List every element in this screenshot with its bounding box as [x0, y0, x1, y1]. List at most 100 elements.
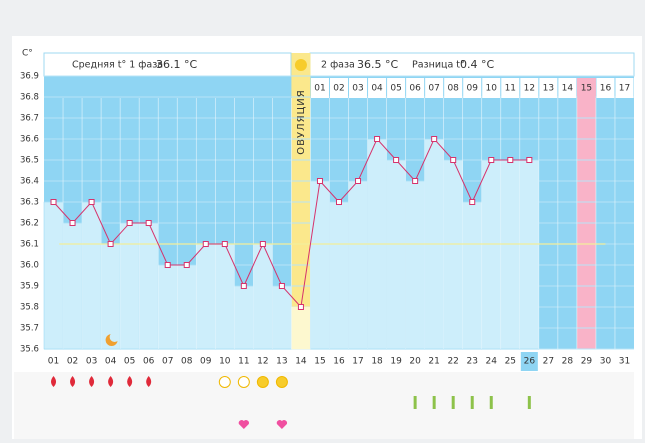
x-tick-label: 05 — [124, 357, 135, 367]
mucus-icon — [489, 396, 493, 409]
x-tick-label: 20 — [409, 357, 421, 367]
sun-icon — [294, 59, 307, 71]
point — [145, 220, 152, 226]
phase2-day: 11 — [505, 84, 516, 94]
mucus-icon — [527, 396, 531, 409]
phase2-day: 16 — [600, 84, 612, 94]
point — [221, 241, 228, 247]
drop-icon — [127, 376, 133, 387]
drop-icon — [146, 376, 152, 387]
x-tick-label: 19 — [390, 357, 402, 367]
bar — [405, 180, 425, 350]
x-tick-label: 28 — [562, 357, 574, 367]
phase2-day-cell — [425, 78, 444, 98]
y-tick-label: 36.7 — [20, 114, 39, 124]
x-tick-label: 30 — [600, 357, 612, 367]
phase2-day: 15 — [581, 84, 592, 94]
y-tick-label: 36.8 — [20, 93, 39, 103]
temperature-line — [53, 138, 530, 309]
y-tick-label: 36.3 — [20, 198, 39, 208]
x-tick-label: 10 — [219, 357, 231, 367]
point — [507, 157, 514, 163]
bar — [462, 201, 482, 350]
circle-icon — [237, 376, 250, 388]
y-tick-label: 35.6 — [20, 345, 39, 355]
point — [240, 283, 247, 289]
bar — [196, 243, 216, 350]
x-tick-label: 29 — [581, 357, 593, 367]
x-tick-label: 22 — [447, 357, 458, 367]
mucus-icon — [413, 396, 417, 409]
bar — [329, 201, 349, 350]
highlight-column — [576, 78, 596, 349]
point — [431, 136, 438, 142]
phase2-day: 05 — [390, 84, 401, 94]
y-tick-label: 36.0 — [20, 261, 39, 271]
bar — [443, 159, 463, 350]
y-tick-label: 36.2 — [20, 219, 39, 229]
circle-icon — [256, 376, 269, 388]
x-tick-label: 26 — [524, 357, 536, 367]
bar — [176, 264, 197, 350]
y-tick-label: 35.8 — [20, 303, 39, 313]
point — [164, 262, 171, 268]
point — [393, 157, 400, 163]
phase2-day-cell — [349, 78, 368, 98]
phase2-day-cell — [501, 78, 520, 98]
point — [355, 178, 362, 184]
phase2-day-cell — [520, 78, 539, 98]
y-tick-label: 36.4 — [20, 177, 39, 187]
y-tick-label: 36.9 — [20, 72, 39, 82]
bar — [519, 159, 540, 350]
point — [297, 304, 304, 310]
point — [278, 283, 285, 289]
heart-icon — [276, 420, 288, 429]
y-tick-label: 36.5 — [20, 156, 39, 166]
phase2-day-cell — [615, 78, 634, 98]
point — [316, 178, 323, 184]
point — [202, 241, 209, 247]
phase2-day: 12 — [524, 84, 535, 94]
x-tick-label: 03 — [86, 357, 97, 367]
x-tick-label: 04 — [105, 357, 117, 367]
y-tick-label: 35.9 — [20, 282, 39, 292]
mucus-icon — [470, 396, 474, 409]
phase2-day: 07 — [428, 84, 439, 94]
x-tick-label: 18 — [371, 357, 383, 367]
bar — [81, 201, 102, 350]
x-tick-label: 21 — [428, 357, 439, 367]
diff-label: Разница t° — [412, 60, 465, 71]
x-tick-label: 27 — [543, 357, 554, 367]
point — [69, 220, 76, 226]
point — [412, 178, 419, 184]
drop-icon — [51, 376, 57, 387]
drop-icon — [89, 376, 95, 387]
phase2-day: 02 — [333, 84, 344, 94]
phase2-day: 17 — [619, 84, 630, 94]
phase2-day-cell — [387, 78, 406, 98]
x-tick-label: 24 — [486, 357, 498, 367]
x-tick-label: 13 — [276, 357, 287, 367]
bar — [272, 285, 292, 350]
moon-cut — [109, 332, 120, 342]
phase2-avg: 36.5 °C — [357, 58, 398, 71]
point — [107, 241, 114, 247]
point — [126, 220, 133, 226]
point — [526, 157, 533, 163]
unit-label: C° — [22, 49, 33, 59]
bar — [62, 222, 83, 350]
phase2-day: 09 — [466, 84, 478, 94]
phase2-label: 2 фаза — [321, 60, 355, 71]
current-day — [520, 352, 538, 371]
point — [488, 157, 495, 163]
phase2-day-cell — [463, 78, 482, 98]
bar — [119, 222, 140, 350]
circle-icon — [275, 376, 288, 388]
phase2-day-cell — [596, 78, 615, 98]
bar — [43, 201, 64, 350]
x-tick-label: 02 — [67, 357, 78, 367]
phase2-day-cell — [368, 78, 387, 98]
bar — [291, 306, 311, 350]
